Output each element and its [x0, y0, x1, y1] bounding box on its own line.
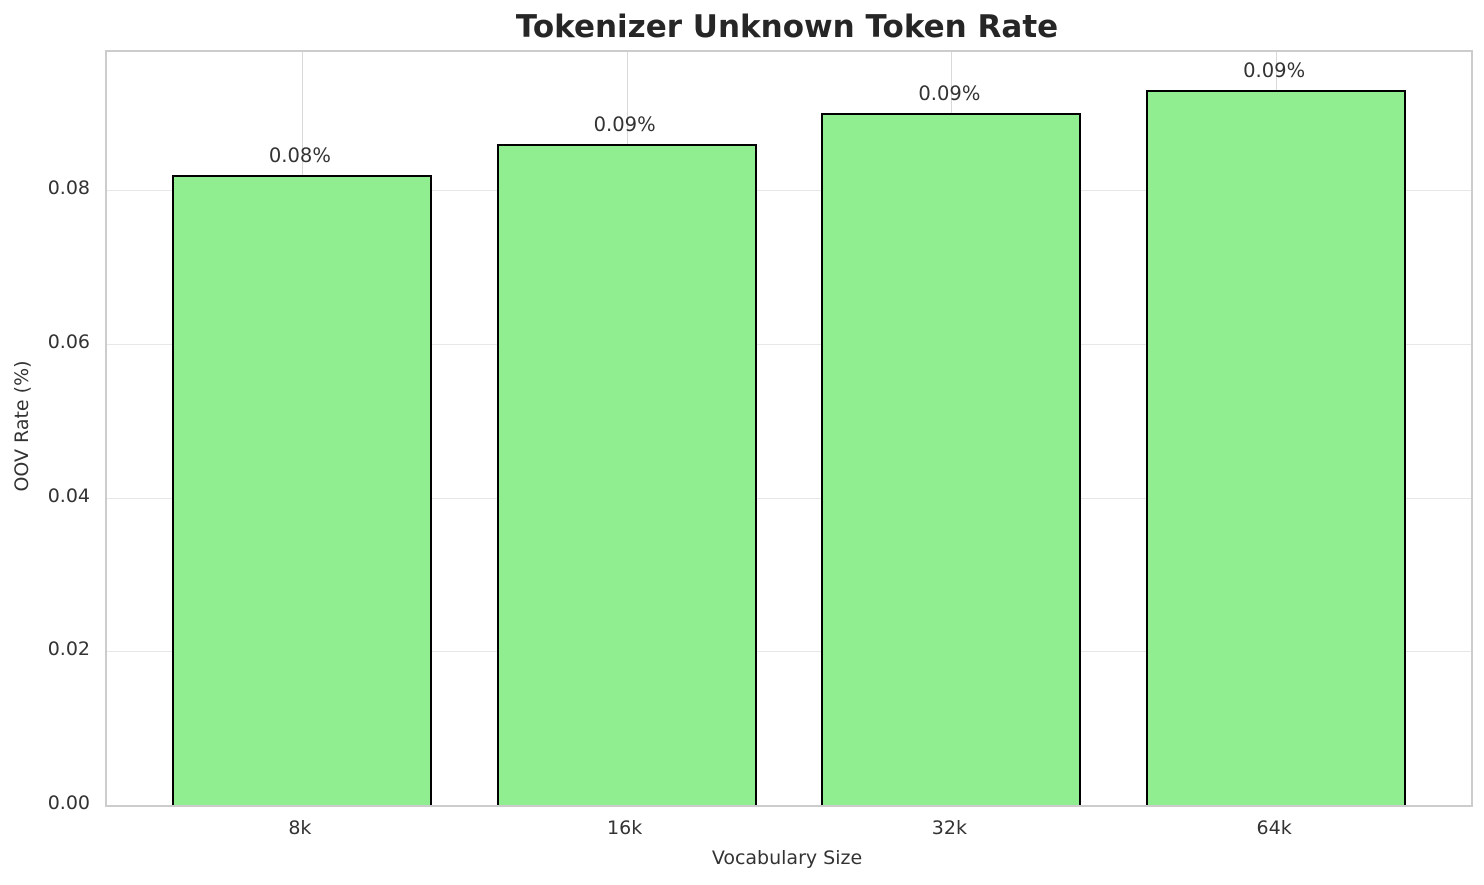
- gridline-horizontal: [107, 497, 1471, 499]
- bar-8k: [171, 174, 432, 805]
- bar-64k: [1146, 90, 1407, 805]
- y-tick-label: 0.06: [47, 330, 90, 353]
- x-tick-label: 8k: [288, 817, 312, 839]
- y-tick-label: 0.00: [47, 792, 90, 814]
- x-tick-label: 64k: [1256, 817, 1292, 839]
- x-tick-label: 16k: [607, 817, 643, 839]
- bar-32k: [821, 113, 1082, 805]
- plot-area: [105, 50, 1473, 807]
- x-tick-label: 32k: [931, 817, 967, 839]
- bar-value-label: 0.09%: [593, 113, 656, 137]
- x-axis-label: Vocabulary Size: [711, 847, 863, 869]
- y-tick-label: 0.02: [47, 638, 90, 661]
- bar-value-label: 0.09%: [918, 82, 981, 106]
- chart-title: Tokenizer Unknown Token Rate: [515, 9, 1059, 45]
- bar-value-label: 0.08%: [268, 143, 331, 167]
- gridline-horizontal: [107, 651, 1471, 653]
- bar-16k: [496, 144, 757, 805]
- y-tick-label: 0.04: [47, 484, 90, 507]
- bar-value-label: 0.09%: [1243, 59, 1306, 83]
- gridline-horizontal: [107, 190, 1471, 192]
- y-axis-label: OOV Rate (%): [11, 360, 33, 492]
- gridline-horizontal: [107, 343, 1471, 345]
- y-tick-label: 0.08: [47, 177, 90, 200]
